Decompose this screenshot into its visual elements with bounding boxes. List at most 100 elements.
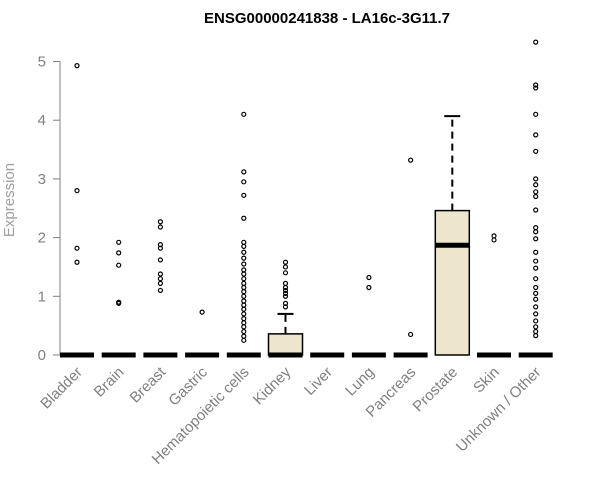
outlier-point	[491, 233, 497, 239]
outlier-point	[74, 245, 80, 251]
outlier-point	[241, 337, 247, 343]
outlier-point	[533, 111, 539, 117]
outlier-point	[491, 237, 497, 243]
outlier-point	[533, 182, 539, 188]
outlier-point	[366, 284, 372, 291]
plot-area	[60, 39, 553, 358]
outlier-point	[241, 280, 247, 286]
box-group	[143, 219, 178, 358]
outlier-point	[241, 333, 247, 339]
outlier-point	[408, 331, 414, 338]
outlier-point	[533, 265, 539, 271]
outlier-point	[533, 176, 539, 182]
outlier-point	[282, 270, 289, 276]
outlier-point	[533, 39, 539, 45]
box-rect	[267, 333, 304, 356]
outlier-point	[157, 219, 163, 225]
outlier-point	[157, 276, 163, 282]
outlier-point	[533, 296, 539, 302]
outlier-point	[533, 276, 539, 282]
box-rect	[434, 209, 471, 356]
outlier-point	[241, 316, 247, 322]
outlier-point	[533, 284, 539, 291]
y-tick-label: 1	[38, 288, 46, 305]
outlier-point	[116, 262, 122, 268]
outlier-point	[241, 179, 247, 185]
box-group	[351, 274, 386, 358]
box-group	[393, 157, 428, 358]
outlier-point	[241, 311, 247, 317]
outlier-point	[74, 63, 80, 69]
outlier-point	[241, 293, 247, 299]
outlier-point	[241, 169, 247, 175]
box-group	[434, 115, 471, 356]
outlier-point	[533, 258, 539, 264]
box-group	[267, 259, 304, 358]
outlier-point	[116, 250, 122, 256]
x-tick-label: Bladder	[37, 364, 86, 413]
outlier-point	[241, 111, 247, 117]
x-tick-label: Prostate	[410, 364, 462, 416]
outlier-point	[241, 261, 247, 267]
outlier-point	[241, 298, 247, 304]
box-group	[101, 239, 136, 358]
outlier-point	[241, 289, 247, 295]
outlier-point	[241, 271, 247, 277]
x-tick-label: Breast	[127, 363, 170, 406]
outlier-point	[533, 189, 539, 195]
x-tick-label: Skin	[470, 364, 503, 397]
outlier-point	[241, 243, 247, 250]
outlier-point	[157, 257, 163, 263]
outlier-point	[282, 293, 289, 299]
outlier-point	[241, 215, 247, 221]
y-tick-label: 4	[38, 112, 46, 129]
box-group	[477, 233, 511, 358]
y-tick-label: 2	[38, 230, 46, 247]
outlier-point	[241, 276, 247, 282]
outlier-point	[533, 132, 539, 138]
outlier-point	[282, 287, 289, 294]
outlier-point	[116, 239, 122, 245]
x-tick-label: Brain	[91, 364, 128, 401]
outlier-point	[241, 255, 247, 261]
outlier-point	[241, 239, 247, 245]
outlier-point	[241, 306, 247, 312]
outlier-point	[74, 188, 80, 194]
outlier-point	[533, 318, 539, 324]
outlier-point	[282, 290, 289, 296]
outlier-point	[241, 302, 247, 308]
outlier-point	[241, 324, 247, 330]
outlier-point	[116, 300, 122, 306]
y-tick-label: 3	[38, 171, 46, 188]
outlier-point	[408, 157, 414, 163]
outlier-point	[74, 259, 80, 265]
outlier-point	[241, 320, 247, 326]
outlier-point	[533, 229, 539, 235]
outlier-point	[157, 271, 163, 277]
outlier-point	[282, 304, 289, 310]
outlier-point	[241, 249, 247, 255]
outlier-point	[533, 249, 539, 255]
x-tick-label: Liver	[301, 364, 336, 399]
outlier-point	[533, 328, 539, 335]
y-axis: 0 1 2 3 4 5	[38, 54, 61, 364]
outlier-point	[533, 311, 539, 317]
y-axis-label: Expression	[1, 163, 18, 237]
box-group	[60, 63, 94, 358]
outlier-point	[241, 267, 247, 273]
box-group	[226, 111, 261, 358]
outlier-point	[157, 224, 163, 230]
y-tick-label: 5	[38, 54, 46, 71]
x-tick-label: Lung	[342, 364, 378, 400]
outlier-point	[533, 82, 539, 88]
chart-title: ENSG00000241838 - LA16c-3G11.7	[204, 10, 450, 27]
outlier-point	[157, 245, 163, 251]
outlier-point	[157, 287, 163, 294]
x-tick-label: Kidney	[250, 363, 295, 408]
outlier-point	[533, 225, 539, 231]
outlier-point	[157, 280, 163, 286]
outlier-point	[533, 148, 539, 154]
